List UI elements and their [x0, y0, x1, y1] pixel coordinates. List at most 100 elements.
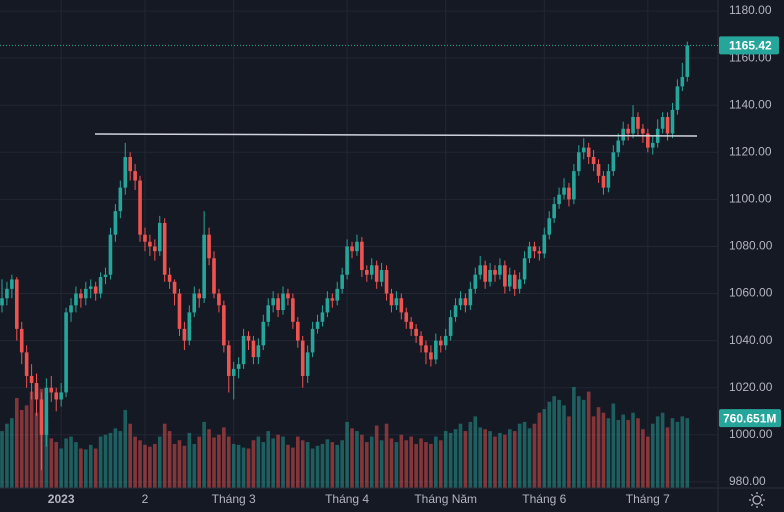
volume-bar — [310, 448, 315, 488]
volume-bar — [675, 421, 680, 488]
volume-bar — [335, 444, 340, 488]
candle-body — [572, 171, 576, 200]
candle-body — [355, 241, 359, 252]
trend-line[interactable] — [94, 133, 698, 137]
volume-bar — [448, 432, 453, 488]
candle-body — [123, 157, 128, 188]
volume-bar — [93, 448, 98, 488]
candle-body — [93, 286, 98, 294]
volume-bar — [350, 428, 354, 488]
candle-body — [621, 128, 625, 141]
volume-bar — [577, 396, 581, 488]
candle-body — [424, 345, 428, 353]
volume-bar — [44, 418, 49, 488]
y-tick-label: 1140.00 — [729, 97, 772, 111]
volume-bar — [246, 448, 251, 488]
candle-body — [591, 157, 596, 165]
candle-body — [577, 152, 581, 172]
volume-bar — [10, 418, 14, 488]
candle-body — [616, 140, 621, 153]
volume-bar — [187, 432, 192, 488]
x-tick-label: 2 — [142, 492, 149, 506]
volume-bar — [542, 409, 547, 488]
volume-bar — [394, 442, 399, 488]
volume-bar — [680, 416, 685, 488]
candle-body — [507, 274, 512, 287]
volume-bar — [562, 405, 566, 488]
candle-body — [665, 116, 670, 134]
candle-body — [330, 298, 335, 301]
candle-body — [108, 234, 113, 275]
volume-bar — [5, 423, 9, 488]
candle-body — [133, 171, 137, 181]
volume-bar — [167, 431, 172, 488]
volume-bar — [498, 432, 502, 488]
candle-body — [315, 321, 320, 329]
candle-body — [547, 218, 552, 235]
candle-body — [586, 147, 591, 158]
volume-bar — [488, 431, 492, 488]
candle-body — [84, 288, 88, 299]
volume-bar — [207, 429, 211, 488]
candle-body — [419, 335, 423, 346]
candle-body — [399, 298, 404, 313]
candle-body — [202, 234, 206, 299]
candle-body — [14, 279, 19, 329]
volume-bar — [172, 443, 177, 488]
volume-bar — [192, 443, 197, 488]
candle-body — [19, 328, 24, 353]
volume-bar — [369, 436, 374, 488]
volume-bar — [69, 436, 73, 488]
candle-body — [542, 234, 547, 254]
candle-body — [266, 305, 271, 322]
candle-body — [478, 265, 483, 275]
volume-bar — [572, 387, 576, 488]
volume-bar — [365, 442, 369, 488]
volume-bar — [409, 436, 413, 488]
settings-icon[interactable] — [749, 492, 765, 508]
candle-body — [256, 345, 261, 358]
volume-bar — [557, 399, 561, 488]
volume-bar — [532, 423, 537, 488]
volume-bar — [581, 399, 586, 488]
candle-body — [296, 321, 300, 341]
volume-bar — [685, 418, 690, 488]
volume-bar — [626, 420, 630, 488]
candle-body — [143, 234, 147, 242]
candle-body — [641, 128, 645, 134]
volume-bar — [379, 440, 384, 488]
volume-bar — [276, 434, 280, 488]
candle-body — [345, 246, 349, 275]
candle-body — [88, 286, 93, 289]
volume-bar — [123, 409, 128, 488]
candle-body — [212, 258, 216, 294]
volume-bar — [133, 436, 137, 488]
candle-body — [601, 175, 606, 188]
candle-body — [98, 277, 103, 294]
candle-body — [626, 128, 630, 134]
candle-body — [10, 279, 14, 289]
volume-bar — [611, 403, 616, 488]
volume-bar — [665, 427, 670, 488]
candle-body — [64, 312, 68, 393]
volume-bar — [103, 434, 108, 488]
volume-bar — [320, 443, 325, 488]
candle-body — [675, 86, 680, 110]
candle-body — [246, 335, 251, 341]
candle-body — [305, 352, 310, 376]
volume-bar — [177, 440, 182, 488]
candle-body — [562, 187, 566, 195]
candle-body — [512, 274, 517, 289]
candle-body — [217, 293, 221, 306]
volume-bar — [315, 445, 320, 488]
volume-bar — [74, 442, 78, 488]
candle-body — [498, 265, 502, 275]
settings-icon-rays — [749, 492, 765, 508]
volume-bar — [443, 431, 448, 488]
candle-body — [384, 270, 389, 294]
y-tick-label: 1060.00 — [729, 286, 773, 300]
volume-bar — [157, 436, 162, 488]
candle-body — [29, 375, 34, 384]
volume-bar — [108, 432, 113, 488]
volume-bar — [374, 425, 379, 488]
